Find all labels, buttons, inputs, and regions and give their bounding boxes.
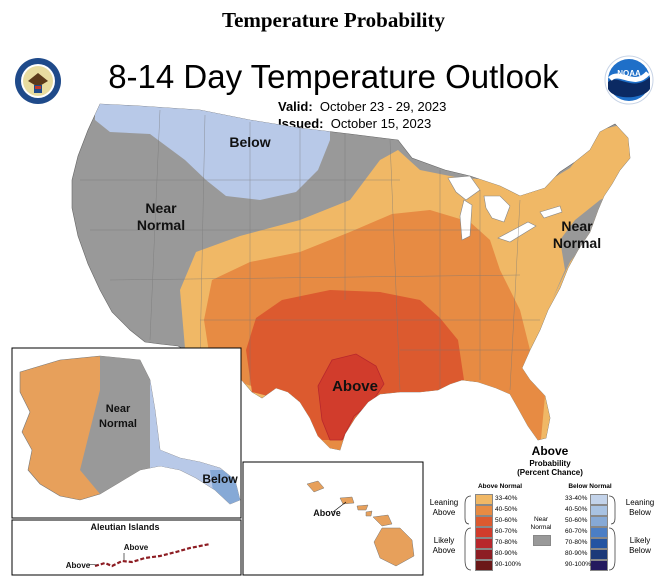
legend-subtitle-line-1: Probability <box>529 459 571 468</box>
legend-near-normal-line-1: Near <box>533 516 549 523</box>
legend-title: Above <box>531 444 569 458</box>
near-normal-east-region <box>552 180 630 300</box>
issued-value: October 15, 2023 <box>330 116 432 131</box>
legend-leaning-above-line-2: Above <box>432 508 456 517</box>
alaska-inset: Near Normal Below <box>11 347 242 519</box>
legend-above-swatch-0 <box>475 494 493 505</box>
legend-likely-above-line-1: Likely <box>433 536 455 545</box>
legend-below-level-0: 33-40% <box>565 495 588 502</box>
hawaii-inset: Above <box>242 461 424 576</box>
legend-above-level-6: 90-100% <box>495 561 522 568</box>
legend-above-level-0: 33-40% <box>495 495 518 502</box>
legend-brace-above <box>464 495 472 571</box>
legend-above-level-5: 80-90% <box>495 550 518 557</box>
legend-below-swatch-4 <box>590 538 608 549</box>
legend-below-level-6: 90-100% <box>565 561 592 568</box>
lake-superior <box>447 175 481 201</box>
alaska-near-normal-label-2: Normal <box>99 418 137 430</box>
legend-above-swatch-3 <box>475 527 493 538</box>
lake-ontario <box>539 205 563 219</box>
lake-erie <box>497 221 537 243</box>
legend-likely-below-line-1: Likely <box>629 536 651 545</box>
legend-leaning-below-line-1: Leaning <box>625 498 655 507</box>
legend-near-normal-swatch <box>533 535 551 546</box>
near-normal-east-label-2: Normal <box>553 235 601 251</box>
legend-above-level-2: 50-60% <box>495 517 518 524</box>
near-normal-west-label-1: Near <box>145 200 177 216</box>
legend: Above Probability (Percent Chance) Above… <box>425 434 667 577</box>
legend-leaning-above: Leaning Above <box>425 498 463 518</box>
page-heading: Temperature Probability <box>221 8 446 32</box>
legend-above-swatch-6 <box>475 560 493 571</box>
legend-below-swatch-5 <box>590 549 608 560</box>
map-title: 8-14 Day Temperature Outlook <box>108 58 559 95</box>
aleutian-above-label-1: Above <box>124 543 149 552</box>
legend-below-swatch-2 <box>590 516 608 527</box>
alaska-near-normal-region <box>80 356 150 494</box>
valid-value: October 23 - 29, 2023 <box>319 99 447 114</box>
legend-likely-below-line-2: Below <box>629 546 651 555</box>
aleutian-above-label-2: Above <box>66 561 91 570</box>
legend-above-swatch-4 <box>475 538 493 549</box>
legend-below-swatch-6 <box>590 560 608 571</box>
alaska-below-label: Below <box>202 472 238 486</box>
aleutian-inset: Aleutian Islands Above Above <box>11 519 242 576</box>
below-label: Below <box>229 134 270 150</box>
above-texas-label: Above <box>332 378 378 395</box>
legend-above-level-1: 40-50% <box>495 506 518 513</box>
legend-above-swatch-1 <box>475 505 493 516</box>
legend-below-level-2: 50-60% <box>565 517 588 524</box>
legend-likely-above: Likely Above <box>425 536 463 556</box>
near-normal-east-label-1: Near <box>561 218 593 234</box>
legend-brace-below <box>608 495 616 571</box>
legend-above-header: Above Normal <box>477 483 523 490</box>
legend-below-level-5: 80-90% <box>565 550 588 557</box>
legend-below-swatch-1 <box>590 505 608 516</box>
near-normal-west-label-2: Normal <box>137 217 185 233</box>
legend-subtitle: Probability (Percent Chance) <box>505 459 595 477</box>
legend-likely-below: Likely Below <box>613 536 667 556</box>
legend-below-level-3: 60-70% <box>565 528 588 535</box>
legend-above-swatch-2 <box>475 516 493 527</box>
legend-below-level-4: 70-80% <box>565 539 588 546</box>
noaa-logo-icon: NOAA <box>604 55 654 105</box>
above-60-70-region <box>317 353 385 441</box>
legend-near-normal-line-2: Normal <box>530 524 552 531</box>
legend-likely-above-line-2: Above <box>432 546 456 555</box>
legend-near-normal: Near Normal <box>525 516 557 532</box>
legend-above-level-3: 60-70% <box>495 528 518 535</box>
date-block: Valid: October 23 - 29, 2023 Issued: Oct… <box>278 98 446 132</box>
aleutian-title: Aleutian Islands <box>90 522 159 532</box>
lake-huron <box>483 195 511 223</box>
legend-leaning-below: Leaning Below <box>613 498 667 518</box>
legend-leaning-above-line-1: Leaning <box>429 498 459 507</box>
legend-below-level-1: 40-50% <box>565 506 588 513</box>
svg-text:NOAA: NOAA <box>617 69 641 78</box>
legend-subtitle-line-2: (Percent Chance) <box>517 468 583 477</box>
legend-below-swatch-0 <box>590 494 608 505</box>
alaska-near-normal-label-1: Near <box>106 403 131 415</box>
legend-below-swatch-3 <box>590 527 608 538</box>
legend-below-header: Below Normal <box>568 483 612 490</box>
valid-label: Valid: <box>278 99 313 114</box>
legend-above-swatch-5 <box>475 549 493 560</box>
legend-above-level-4: 70-80% <box>495 539 518 546</box>
legend-leaning-below-line-2: Below <box>629 508 651 517</box>
doc-seal-icon <box>15 58 61 104</box>
below-region <box>95 104 330 200</box>
hawaii-above-label: Above <box>313 508 341 518</box>
